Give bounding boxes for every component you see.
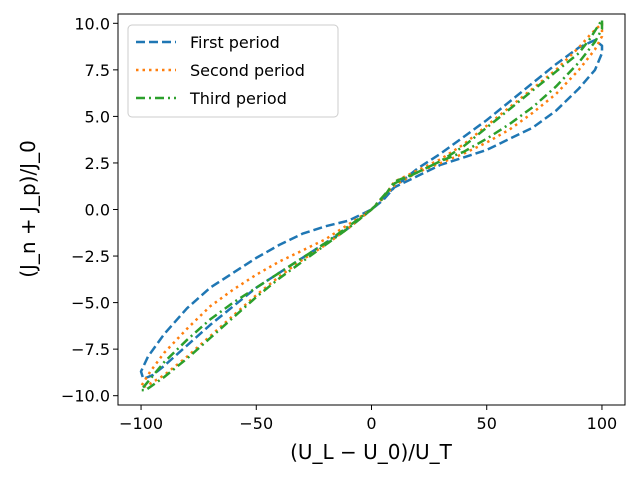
- y-tick-label: 0.0: [85, 201, 110, 220]
- legend-label-third: Third period: [189, 89, 287, 108]
- series-layer: [139, 18, 604, 392]
- y-tick-label: −5.0: [71, 294, 110, 313]
- y-tick-label: 10.0: [74, 14, 110, 33]
- series-line-3: [139, 18, 604, 392]
- y-tick-label: −7.5: [71, 340, 110, 359]
- series-line-2: [139, 22, 604, 388]
- x-tick-label: 50: [477, 414, 497, 433]
- y-axis-ticks: −10.0 −7.5 −5.0 −2.5 0.0 2.5 5.0 7.5 10.0: [61, 14, 118, 406]
- y-tick-label: −10.0: [61, 387, 110, 406]
- y-tick-label: −2.5: [71, 247, 110, 266]
- x-tick-label: 0: [366, 414, 376, 433]
- y-tick-label: 5.0: [85, 107, 110, 126]
- legend: First period Second period Third period: [127, 24, 339, 118]
- y-tick-label: 7.5: [85, 61, 110, 80]
- x-tick-label: −100: [119, 414, 163, 433]
- y-tick-label: 2.5: [85, 154, 110, 173]
- x-tick-label: 100: [587, 414, 618, 433]
- legend-box: [127, 24, 339, 118]
- x-axis-label: (U_L − U_0)/U_T: [290, 440, 453, 464]
- legend-label-first: First period: [190, 33, 280, 52]
- x-tick-label: −50: [239, 414, 273, 433]
- y-axis-label: (J_n + J_p)/J_0: [16, 140, 40, 278]
- legend-label-second: Second period: [190, 61, 305, 80]
- x-axis-ticks: −100 −50 0 50 100: [119, 405, 617, 433]
